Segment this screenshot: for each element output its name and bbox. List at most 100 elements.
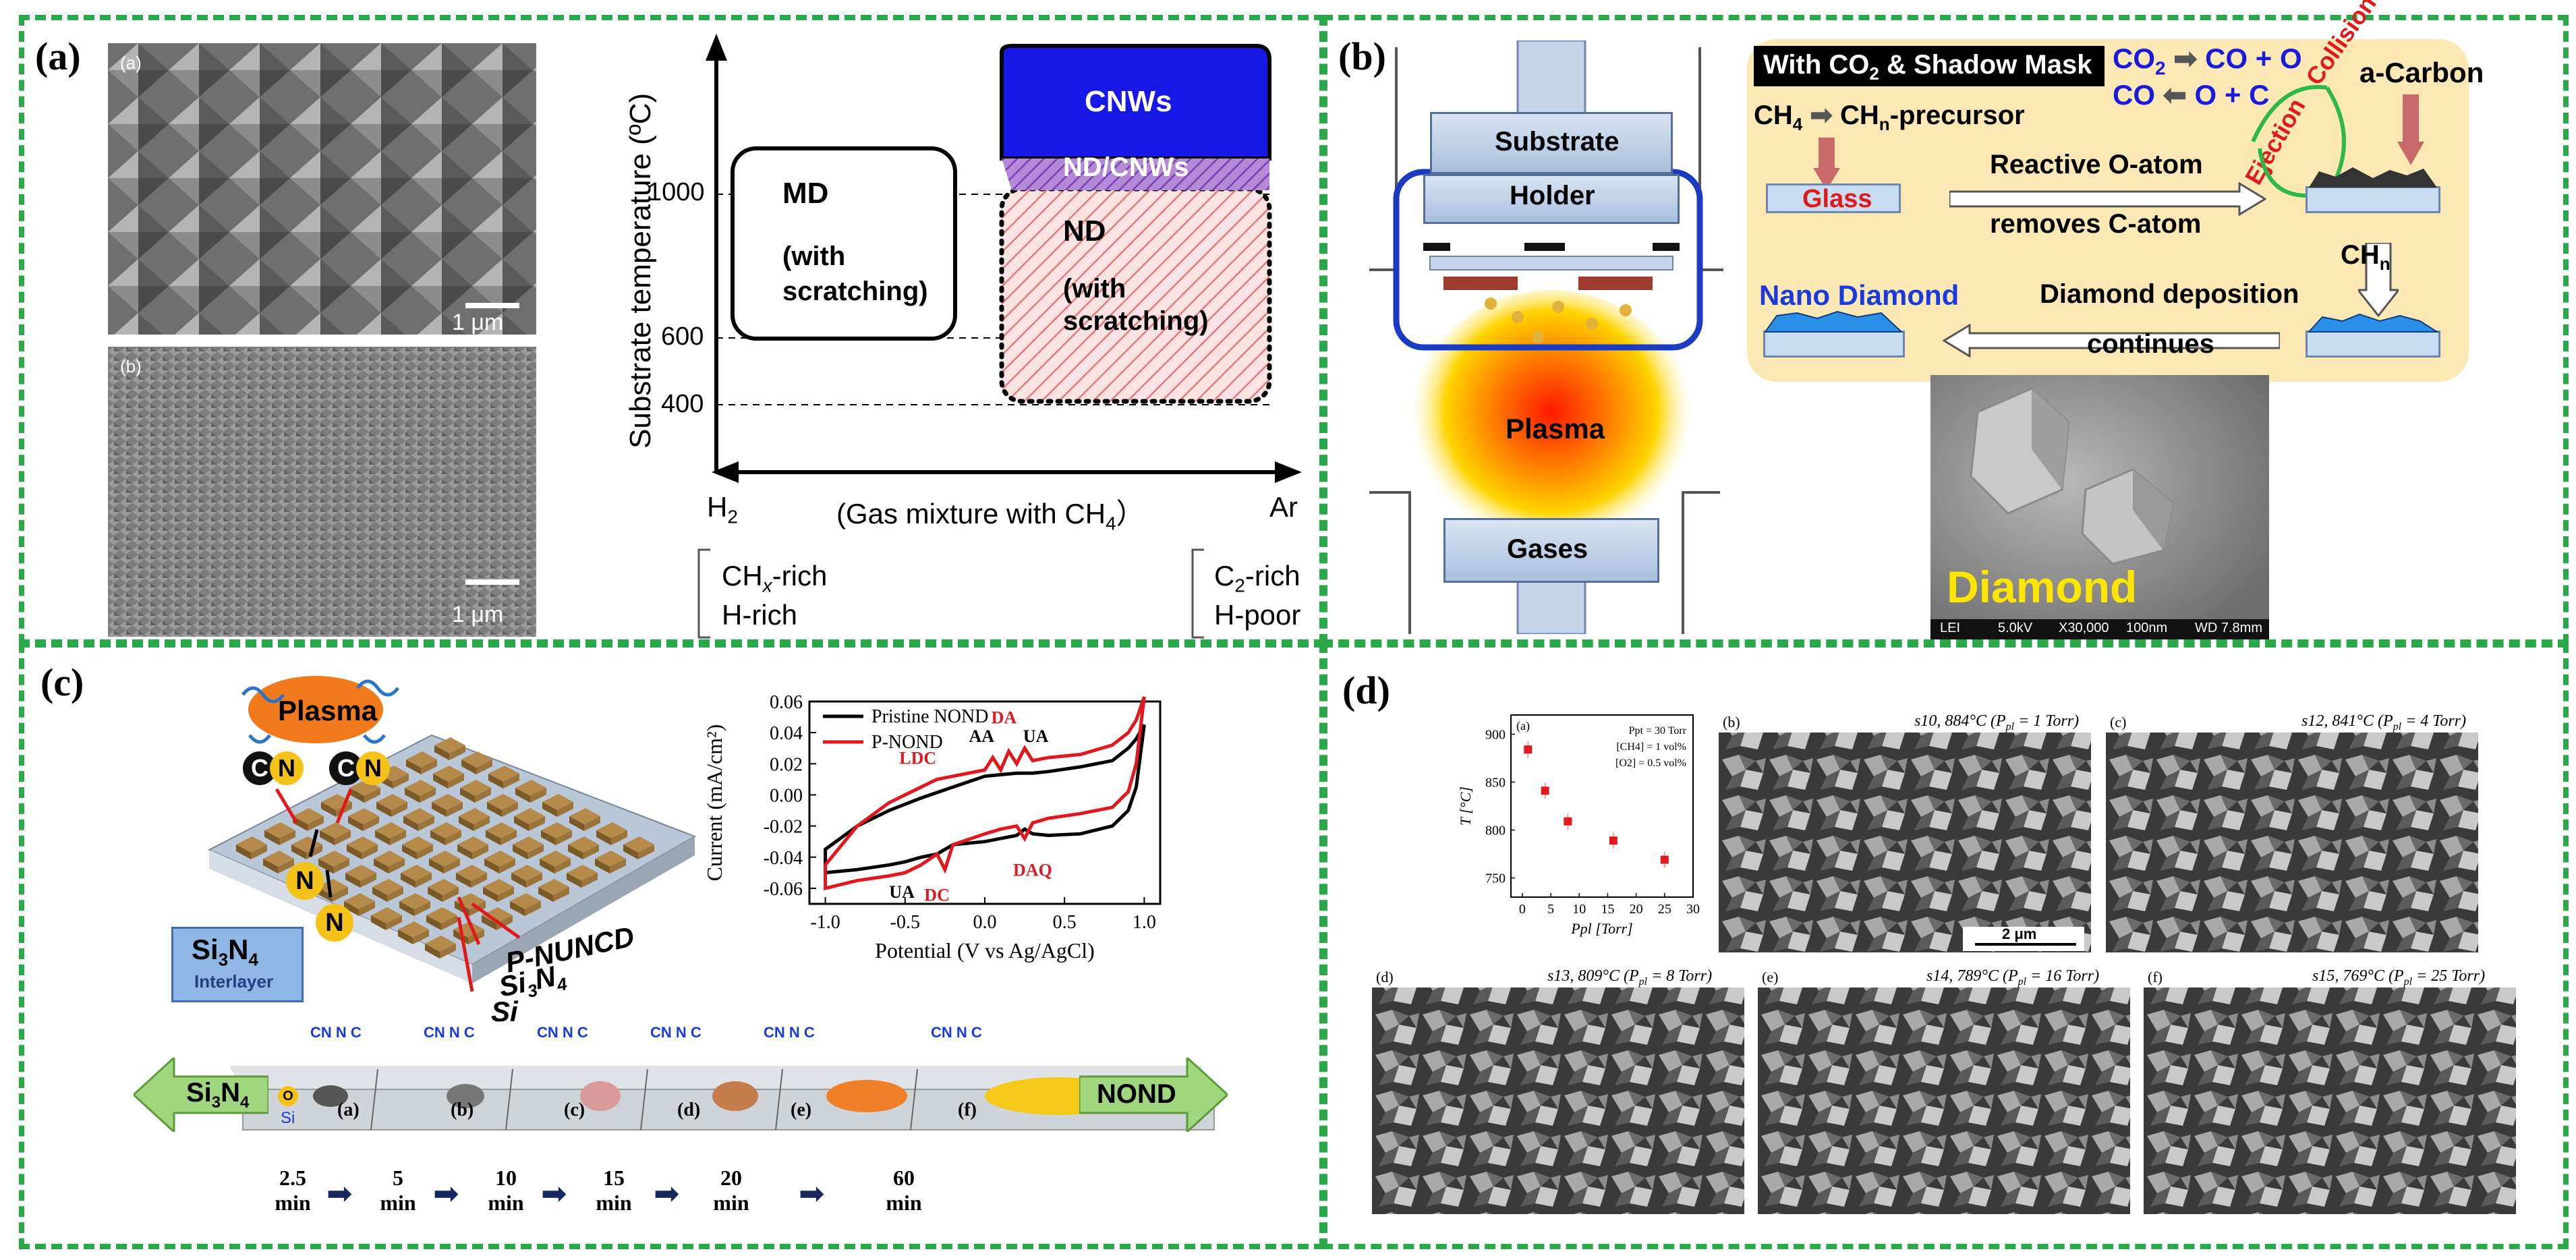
temp-legend-text: [O2] = 0.5 vol%	[1615, 757, 1686, 769]
sem-s10: (b) s10, 884°C (Ppl = 1 Torr) 2 μm	[1719, 712, 2091, 952]
panel-d-label: (d)	[1342, 668, 1390, 712]
stage-label: (d)	[677, 1099, 701, 1120]
cv-peak-label: DA	[992, 708, 1017, 727]
temp-x-tick-label: 10	[1572, 902, 1586, 917]
chn-label: CHn	[2341, 240, 2391, 274]
phase-diagram	[706, 34, 1302, 483]
temp-data-point	[1609, 836, 1618, 845]
stage-label: (a)	[337, 1099, 360, 1120]
substrate-block	[1430, 112, 1673, 174]
md-note: (with	[782, 241, 846, 271]
cv-x-tick-label: 0.0	[973, 912, 997, 933]
sem-tag: (d)	[1376, 969, 1394, 985]
cv-y-axis-label: Current (mA/cm²)	[702, 724, 726, 882]
temp-y-tick-label: 800	[1485, 824, 1506, 838]
plasma-tendrils	[241, 679, 399, 744]
y-axis-label: Substrate temperature (ºC)	[624, 92, 657, 449]
atom-c: C	[329, 751, 363, 785]
nd-note: (with	[1063, 274, 1126, 304]
cn-atoms: CN N C	[764, 1024, 815, 1041]
bracket-text: C2-rich	[1214, 560, 1300, 596]
right-bracket	[1191, 548, 1204, 639]
scale-label: 2 μm	[2002, 925, 2037, 942]
temp-legend-text: Ppt = 30 Torr	[1629, 725, 1687, 737]
nd-note: scratching)	[1063, 306, 1209, 336]
cv-x-axis-label: Potential (V vs Ag/AgCl)	[875, 938, 1095, 963]
x-axis-label: (Gas mixture with CH4）	[836, 498, 1145, 534]
sem-s15: (f) s15, 769°C (Ppl = 25 Torr)	[2144, 967, 2516, 1214]
diamond-sem-image: Diamond LEI 5.0kV X30,000 100nm WD 7.8mm	[1930, 375, 2269, 639]
sem-s12: (c) s12, 841°C (Ppl = 4 Torr)	[2106, 712, 2478, 952]
diamond-deposit	[2307, 313, 2440, 333]
cv-peak-label: DC	[924, 885, 950, 905]
cv-chart: 0.06 0.04 0.02 0.00 -0.02 -0.04 -0.06 -1.0 -0.5 0…	[702, 692, 1162, 963]
growth-strip	[229, 1066, 1215, 1130]
temp-x-tick-label: 5	[1547, 902, 1554, 917]
sem-caption: s13, 809°C (Ppl = 8 Torr)	[1547, 967, 1713, 987]
right-big-arrow	[1079, 1058, 1228, 1132]
time-arrow-icon: ➡	[654, 1176, 680, 1211]
strip-o-atom: O	[278, 1086, 298, 1106]
holder-label: Holder	[1510, 181, 1595, 210]
carbon-slab	[2306, 186, 2440, 213]
sem-footer: 100nm	[2126, 621, 2168, 635]
co2-reaction: CO2 ➡ CO + O	[2113, 42, 2302, 79]
time-arrow-icon: ➡	[799, 1176, 825, 1211]
reactive-label: Reactive O-atom	[1990, 150, 2203, 179]
plasma-label: Plasma	[1506, 413, 1605, 445]
sem-footer: LEI	[1940, 621, 1961, 635]
temp-x-axis-label: Ppl [Torr]	[1570, 920, 1633, 937]
plasma-label: Plasma	[278, 695, 378, 726]
cv-series-line	[824, 696, 1146, 891]
sem-s13: (d) s13, 809°C (Ppl = 8 Torr)	[1372, 967, 1744, 1214]
scale-bar	[1975, 943, 2076, 946]
time-label: 15 min	[596, 1166, 632, 1215]
right-arrow	[1949, 182, 2266, 216]
left-arrow	[1943, 324, 2280, 357]
stage-label: (b)	[451, 1099, 474, 1120]
y-tick: 1000	[648, 178, 705, 206]
scale-label: 1 μm	[452, 602, 504, 627]
left-bracket	[697, 548, 710, 639]
cn-atoms: CN N C	[424, 1024, 475, 1041]
sem-fine-image: (b) 1 μm	[108, 347, 536, 637]
x-right-label: Ar	[1269, 491, 1298, 523]
diamond-label: Diamond	[1947, 562, 2138, 612]
cv-y-tick-label: -0.02	[764, 817, 803, 838]
diamond-deposit	[1764, 310, 1904, 333]
ndcnw-label: ND/CNWs	[1063, 152, 1189, 182]
acarbon-label: a-Carbon	[2359, 57, 2484, 88]
temp-y-tick-label: 900	[1485, 727, 1506, 742]
x-left-label: H2	[707, 491, 738, 527]
cn-atoms: CN N C	[537, 1024, 588, 1041]
substrate-label: Substrate	[1495, 127, 1620, 156]
sem-footer: 5.0kV	[1998, 621, 2033, 635]
si3n4-interlayer-box	[171, 927, 304, 1002]
sem-tag: (b)	[1723, 714, 1740, 731]
cv-peak-label: LDC	[899, 748, 936, 768]
cv-peak-label: AA	[969, 726, 994, 746]
down-arrow	[2397, 94, 2424, 165]
deposition-label: Diamond deposition	[2040, 279, 2299, 309]
down-arrow	[2358, 243, 2399, 317]
temp-y-tick-label: 750	[1485, 871, 1506, 886]
cv-series-line	[824, 724, 1146, 875]
md-title: MD	[782, 177, 829, 210]
time-label: 10 min	[488, 1166, 524, 1215]
ch4-label: CH4 ➡ CHn-precursor	[1754, 101, 2025, 134]
cv-y-tick-label: -0.06	[764, 879, 803, 900]
si3n4-label: Si3N4	[192, 934, 258, 970]
cn-atoms: CN N C	[650, 1024, 702, 1041]
temp-legend-text: [CH4] = 1 vol%	[1616, 741, 1686, 753]
atom-n: N	[270, 751, 304, 785]
left-big-arrow	[134, 1058, 268, 1132]
strip-left-label: Si3N4	[186, 1078, 250, 1112]
temp-x-tick-label: 0	[1519, 902, 1526, 917]
y-tick: 600	[661, 322, 704, 351]
cv-peak-label: UA	[889, 882, 915, 902]
down-arrow	[1813, 138, 1840, 190]
temp-x-tick-label: 20	[1630, 902, 1643, 917]
bracket-text: H-rich	[722, 599, 797, 631]
reactive-label: removes C-atom	[1990, 209, 2202, 239]
bracket-text: CHx-rich	[722, 560, 828, 596]
